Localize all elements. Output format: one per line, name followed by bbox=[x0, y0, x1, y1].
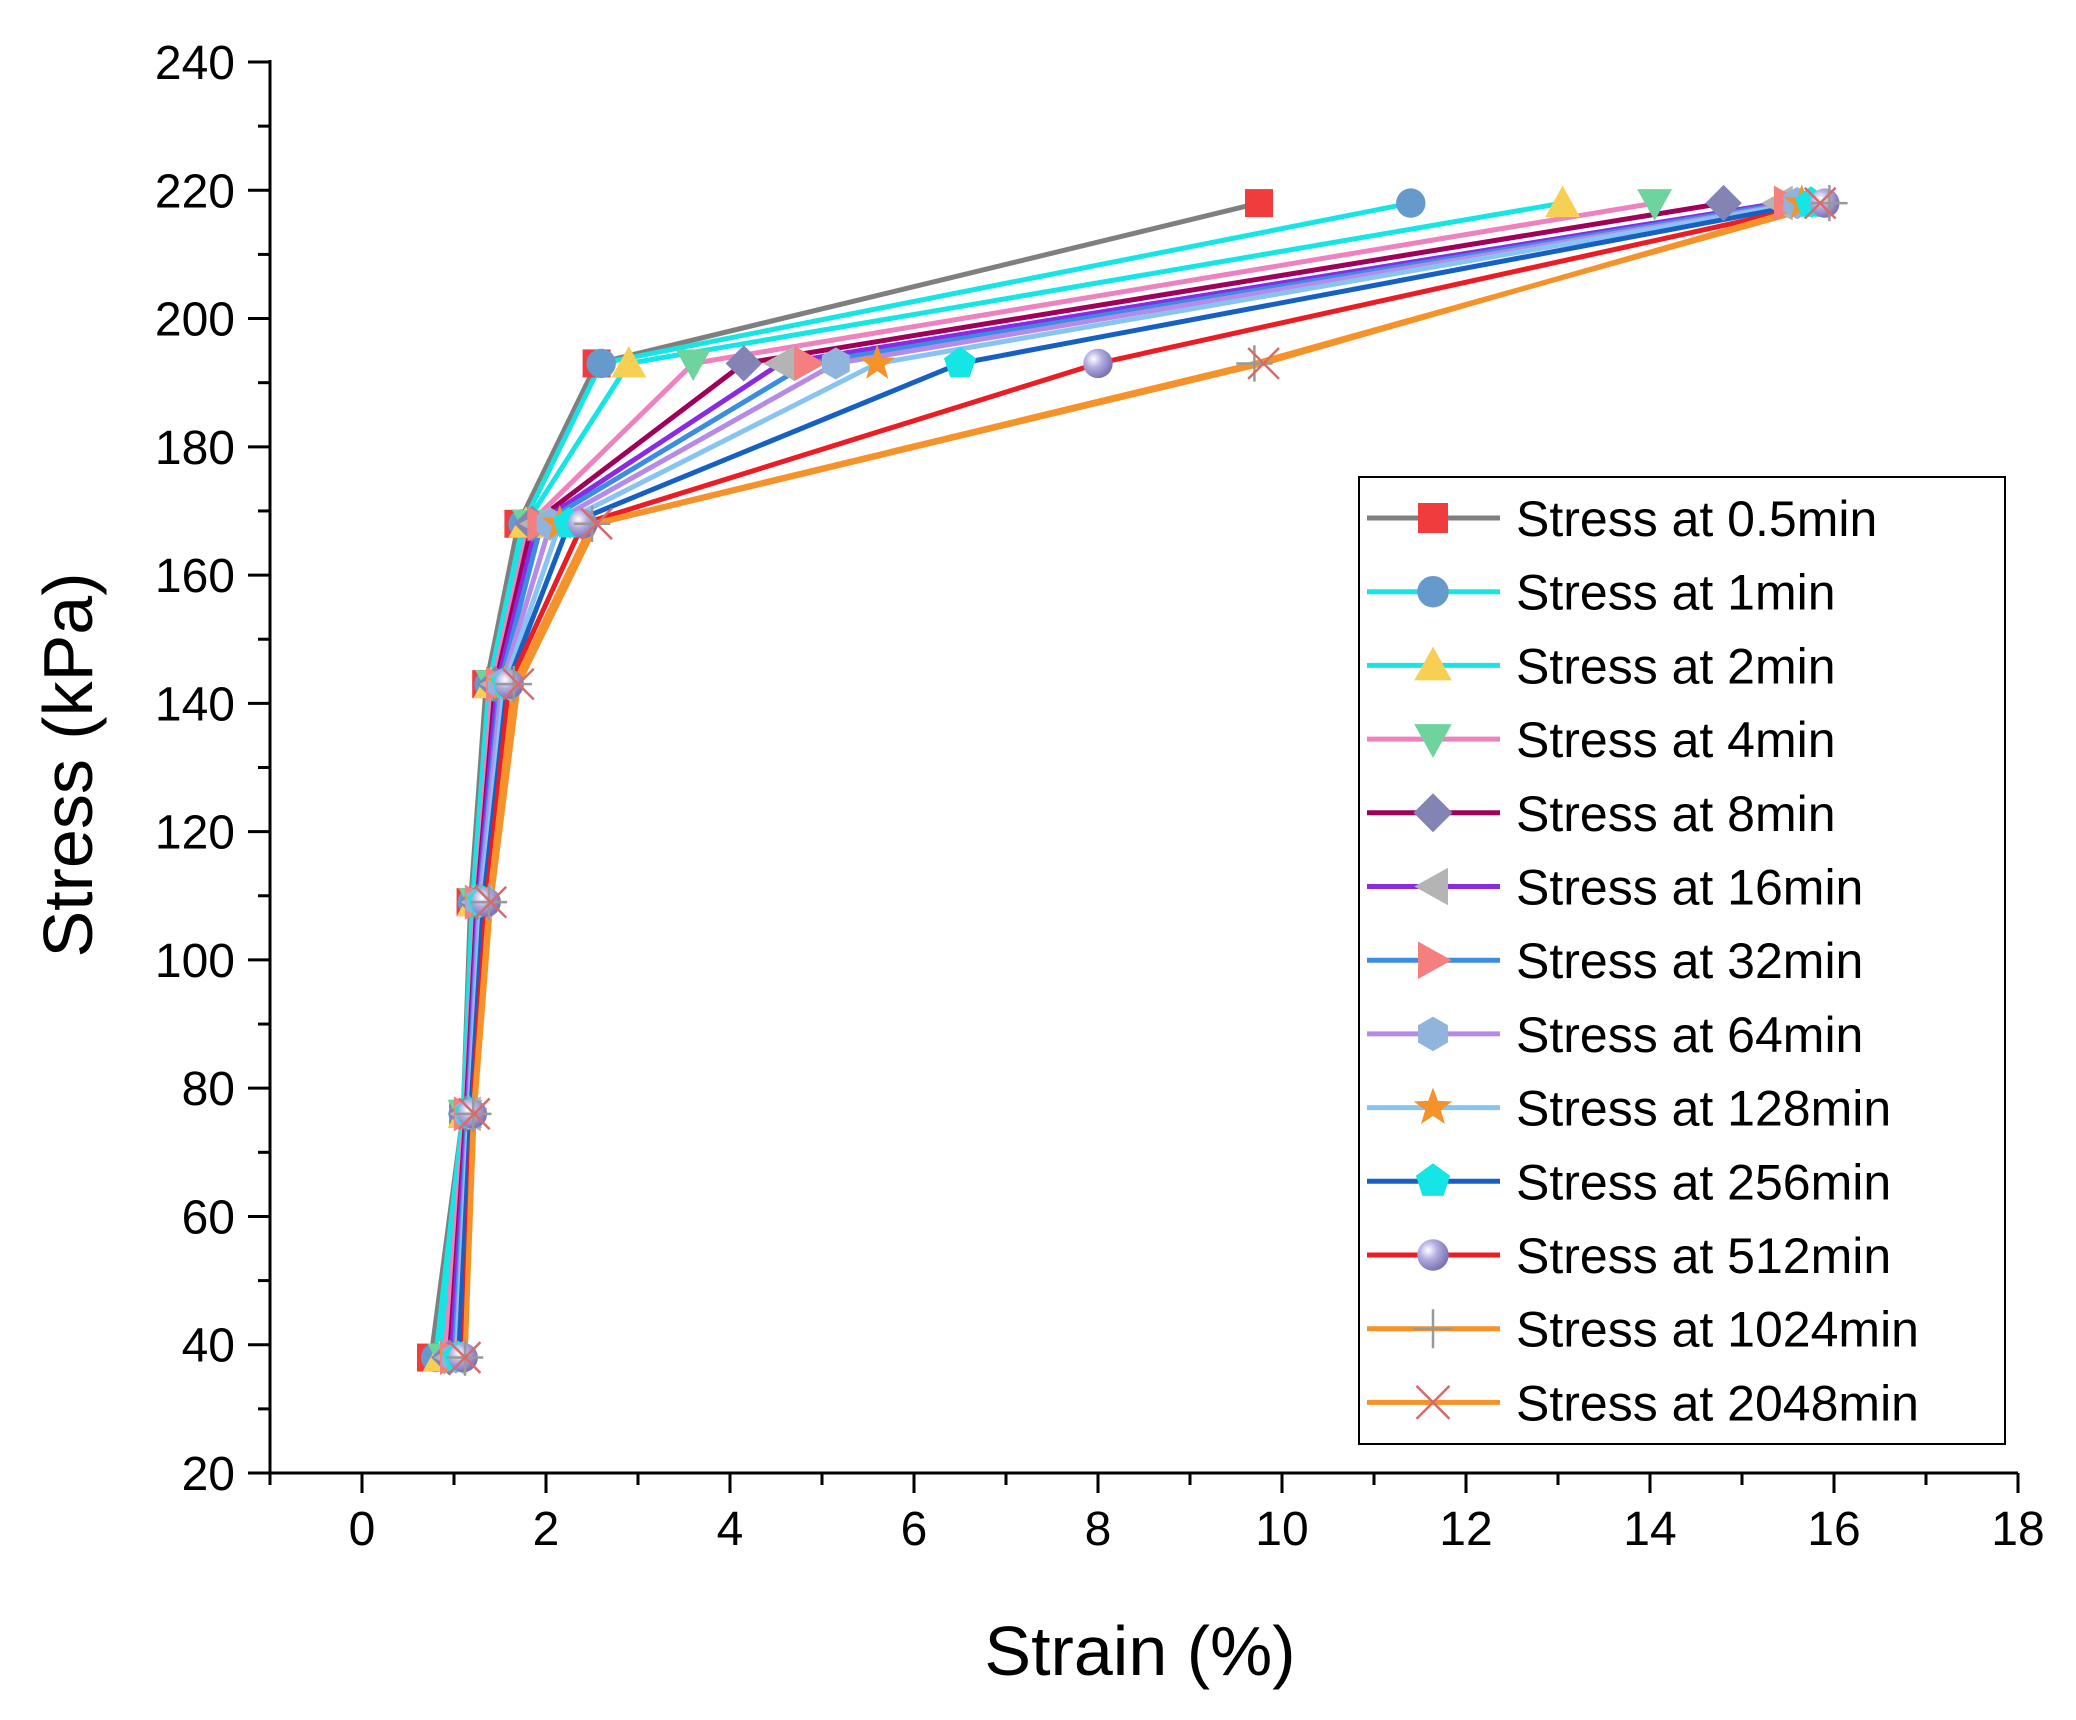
legend-item-7: Stress at 32min bbox=[1367, 933, 1863, 989]
y-tick-label: 200 bbox=[155, 294, 235, 347]
y-axis-title: Stress (kPa) bbox=[29, 572, 107, 957]
x-tick-label: 14 bbox=[1623, 1503, 1676, 1556]
legend-item-6: Stress at 16min bbox=[1367, 860, 1863, 916]
legend-marker bbox=[1414, 646, 1452, 681]
data-point-s2-p6 bbox=[586, 348, 616, 379]
legend: Stress at 0.5min Stress at 1min Stress at … bbox=[1358, 476, 2006, 1445]
x-tick-label: 4 bbox=[717, 1503, 744, 1556]
y-tick-label: 20 bbox=[182, 1448, 235, 1501]
data-point-s12-p6 bbox=[1236, 345, 1273, 382]
legend-label: Stress at 2048min bbox=[1516, 1375, 1919, 1431]
x-tick-label: 18 bbox=[1991, 1503, 2044, 1556]
y-tick-label: 140 bbox=[155, 678, 235, 731]
legend-item-8: Stress at 64min bbox=[1367, 1007, 1863, 1063]
data-point-s13-p5 bbox=[580, 507, 613, 541]
legend-marker bbox=[1418, 503, 1448, 533]
data-point-s6-p6 bbox=[763, 345, 795, 381]
series-markers bbox=[417, 184, 1848, 1376]
data-point-s1-p7 bbox=[1245, 189, 1273, 218]
legend-item-2: Stress at 1min bbox=[1367, 565, 1836, 621]
data-point-s12-p3 bbox=[470, 883, 508, 921]
plot-area bbox=[417, 184, 1848, 1376]
legend-marker bbox=[1414, 867, 1448, 906]
x-tick-label: 2 bbox=[533, 1503, 560, 1556]
legend-item-9: Stress at 128min bbox=[1367, 1081, 1891, 1137]
legend-marker bbox=[1413, 1309, 1453, 1349]
data-point-s5-p6 bbox=[725, 345, 762, 382]
data-point-s3-p6 bbox=[611, 345, 647, 378]
data-point-s13-p1 bbox=[448, 1341, 482, 1374]
legend-label: Stress at 512min bbox=[1516, 1228, 1891, 1284]
legend-label: Stress at 128min bbox=[1516, 1081, 1891, 1137]
x-tick-label: 12 bbox=[1439, 1503, 1492, 1556]
legend-marker bbox=[1415, 1163, 1451, 1196]
y-tick-label: 160 bbox=[155, 550, 235, 603]
legend-label: Stress at 8min bbox=[1516, 786, 1836, 842]
legend-label: Stress at 0.5min bbox=[1516, 491, 1877, 547]
data-point-s7-p6 bbox=[794, 345, 826, 381]
y-tick-label: 100 bbox=[155, 935, 235, 988]
y-tick-label: 120 bbox=[155, 807, 235, 860]
y-tick-label: 80 bbox=[182, 1063, 235, 1116]
series-line-1 bbox=[428, 200, 1260, 1358]
legend-label: Stress at 16min bbox=[1516, 860, 1863, 916]
legend-label: Stress at 32min bbox=[1516, 933, 1863, 989]
legend-marker bbox=[1418, 1016, 1448, 1052]
data-point-s13-p4 bbox=[502, 667, 535, 701]
data-point-s12-p7 bbox=[1811, 184, 1848, 222]
x-tick-label: 10 bbox=[1255, 1503, 1308, 1556]
legend-item-5: Stress at 8min bbox=[1367, 786, 1836, 842]
x-tick-label: 0 bbox=[349, 1503, 376, 1556]
x-tick-label: 8 bbox=[1085, 1503, 1112, 1556]
legend-label: Stress at 256min bbox=[1516, 1154, 1891, 1210]
legend-marker bbox=[1413, 793, 1453, 833]
legend-label: Stress at 64min bbox=[1516, 1007, 1863, 1063]
data-point-s3-p7 bbox=[1545, 185, 1581, 218]
legend-marker bbox=[1414, 724, 1452, 758]
data-point-s12-p4 bbox=[495, 665, 532, 703]
legend-label: Stress at 1min bbox=[1516, 565, 1836, 621]
data-point-s4-p6 bbox=[675, 349, 711, 381]
legend-marker bbox=[1413, 1087, 1453, 1124]
legend-label: Stress at 2min bbox=[1516, 638, 1836, 694]
legend-item-12: Stress at 1024min bbox=[1367, 1302, 1919, 1358]
legend-item-13: Stress at 2048min bbox=[1367, 1375, 1919, 1431]
y-tick-label: 240 bbox=[155, 37, 235, 90]
data-point-s8-p6 bbox=[821, 347, 850, 380]
data-point-s10-p6 bbox=[944, 346, 976, 378]
legend-label: Stress at 4min bbox=[1516, 712, 1836, 768]
legend-item-4: Stress at 4min bbox=[1367, 712, 1836, 768]
legend-item-1: Stress at 0.5min bbox=[1367, 491, 1877, 547]
data-point-s13-p6 bbox=[1247, 347, 1280, 380]
data-point-s13-p2 bbox=[457, 1097, 491, 1131]
y-tick-label: 220 bbox=[155, 165, 235, 218]
x-tick-label: 6 bbox=[901, 1503, 928, 1556]
data-point-s13-p3 bbox=[474, 885, 508, 919]
legend-item-10: Stress at 256min bbox=[1367, 1154, 1891, 1210]
legend-marker bbox=[1415, 1385, 1451, 1420]
data-point-s2-p7 bbox=[1396, 188, 1426, 218]
legend-label: Stress at 1024min bbox=[1516, 1302, 1919, 1358]
legend-marker bbox=[1418, 941, 1452, 979]
data-point-s11-p6 bbox=[1083, 348, 1113, 379]
legend-marker bbox=[1417, 575, 1449, 608]
axes: 20 40 60 80 100 120 140 160 180 200 220 240 0 2 4 6 8 10 1… bbox=[155, 37, 2045, 1556]
data-point-s5-p7 bbox=[1705, 184, 1742, 222]
legend-item-11: Stress at 512min bbox=[1367, 1228, 1891, 1284]
x-axis-title: Strain (%) bbox=[984, 1612, 1295, 1690]
data-point-s13-p7 bbox=[1803, 186, 1837, 220]
legend-item-3: Stress at 2min bbox=[1367, 638, 1836, 694]
y-tick-label: 40 bbox=[182, 1320, 235, 1373]
legend-marker bbox=[1417, 1239, 1449, 1271]
y-tick-label: 180 bbox=[155, 422, 235, 475]
x-tick-label: 16 bbox=[1807, 1503, 1860, 1556]
data-point-s4-p7 bbox=[1637, 189, 1673, 221]
y-tick-label: 60 bbox=[182, 1191, 235, 1244]
data-point-s12-p5 bbox=[573, 505, 611, 542]
data-point-s9-p6 bbox=[859, 344, 896, 379]
